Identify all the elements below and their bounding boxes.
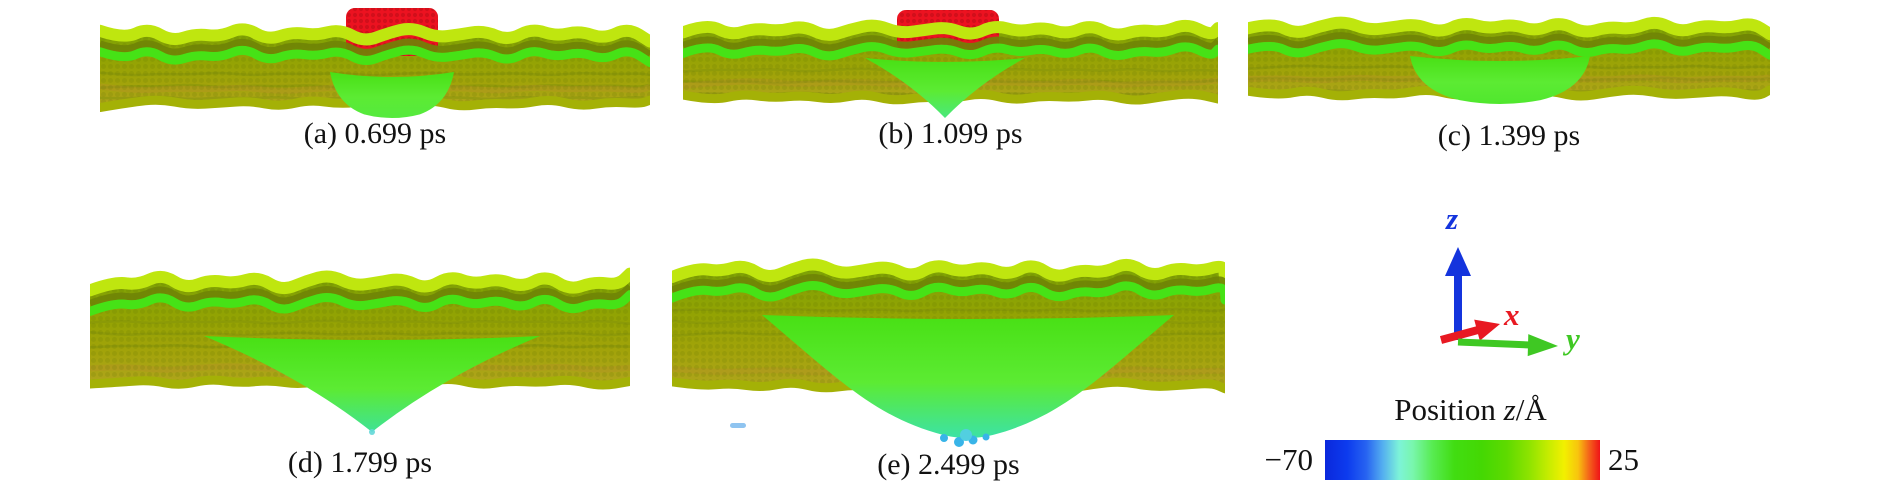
y-axis-label: y	[1566, 321, 1580, 356]
impact-crater	[330, 72, 454, 118]
panel-label-b: (b) 1.099 ps	[878, 117, 1023, 150]
colorbar-min-label: −70	[1264, 442, 1313, 477]
snapshot-panel-c	[1248, 16, 1770, 104]
colorbar-title-variable: z	[1503, 392, 1516, 427]
colorbar-title: Position z/Å	[1333, 392, 1608, 428]
colorbar-title-unit: /Å	[1515, 392, 1547, 427]
colorbar-title-prefix: Position	[1394, 392, 1504, 427]
panel-label-d: (d) 1.799 ps	[287, 446, 433, 479]
impact-crater	[1410, 56, 1590, 104]
surface-rim	[90, 267, 630, 316]
colorbar-gradient	[1325, 440, 1600, 480]
z-axis-arrow-icon	[1445, 247, 1471, 340]
impact-crater	[865, 58, 1025, 118]
x-axis-arrow-icon	[1439, 319, 1500, 344]
snapshot-panel-d	[90, 267, 630, 435]
surface-rim	[1248, 16, 1770, 60]
crater-tip-atoms	[369, 429, 375, 435]
snapshot-panel-b	[683, 10, 1218, 118]
z-axis-label: z	[1446, 201, 1459, 236]
panel-label-c: (c) 1.399 ps	[1437, 119, 1581, 152]
impact-crater	[762, 315, 1174, 438]
y-axis-arrow-icon	[1457, 334, 1558, 357]
axes-indicator	[1439, 247, 1558, 357]
panel-label-e: (e) 2.499 ps	[877, 448, 1020, 481]
ejected-atom-speck	[730, 423, 746, 428]
panel-label-a: (a) 0.699 ps	[303, 117, 447, 150]
sputtered-atoms	[940, 429, 990, 447]
x-axis-label: x	[1504, 297, 1520, 332]
snapshot-panel-e	[672, 258, 1225, 447]
surface-rim	[683, 19, 1218, 61]
surface-rim	[100, 23, 650, 68]
surface-rim	[672, 258, 1225, 305]
snapshot-panel-a	[100, 8, 650, 118]
impact-crater	[204, 336, 540, 432]
colorbar-max-label: 25	[1608, 442, 1639, 477]
